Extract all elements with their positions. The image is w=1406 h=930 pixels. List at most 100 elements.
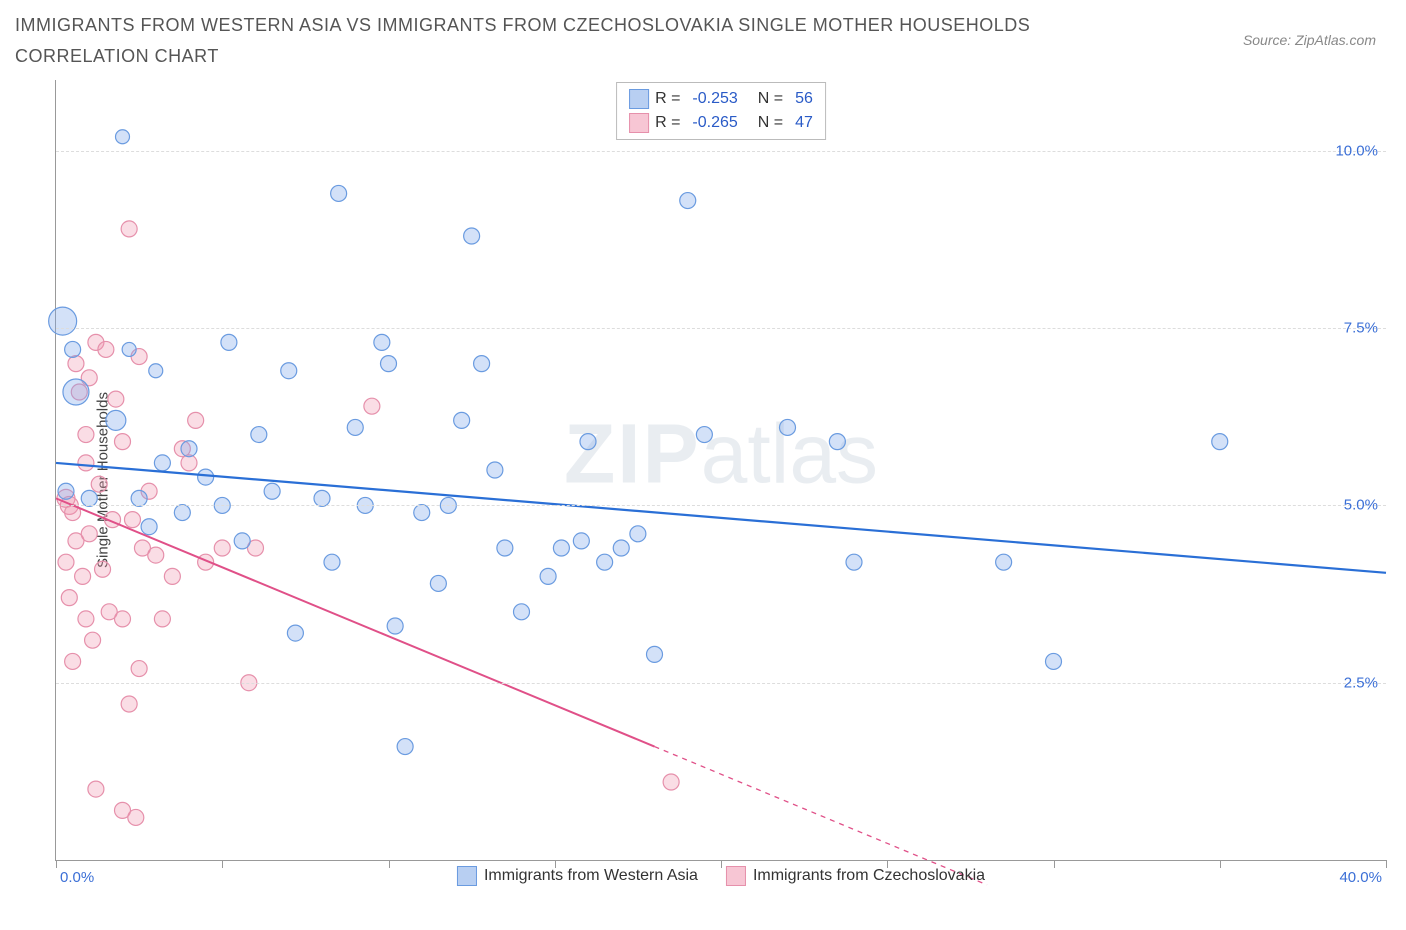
data-point — [996, 554, 1012, 570]
data-point — [116, 130, 130, 144]
data-point — [128, 809, 144, 825]
chart-container: Single Mother Households ZIPatlas R = -0… — [55, 80, 1385, 880]
data-point — [65, 653, 81, 669]
data-point — [85, 632, 101, 648]
data-point — [397, 739, 413, 755]
gridline — [56, 683, 1386, 684]
swatch-icon — [726, 866, 746, 886]
gridline — [56, 151, 1386, 152]
plot-area: ZIPatlas R = -0.253 N = 56 R = -0.265 N … — [55, 80, 1386, 861]
data-point — [121, 696, 137, 712]
legend-item: Immigrants from Western Asia — [457, 866, 698, 886]
data-point — [846, 554, 862, 570]
scatter-svg — [56, 80, 1386, 860]
data-point — [314, 490, 330, 506]
data-point — [364, 398, 380, 414]
data-point — [61, 590, 77, 606]
data-point — [198, 469, 214, 485]
data-point — [68, 356, 84, 372]
data-point — [78, 611, 94, 627]
stat-label: N = — [758, 87, 783, 111]
data-point — [75, 568, 91, 584]
data-point — [474, 356, 490, 372]
data-point — [663, 774, 679, 790]
data-point — [497, 540, 513, 556]
data-point — [95, 561, 111, 577]
y-tick-label: 7.5% — [1344, 320, 1378, 337]
data-point — [148, 547, 164, 563]
data-point — [630, 526, 646, 542]
data-point — [347, 419, 363, 435]
stat-n-value: 47 — [795, 111, 813, 135]
stat-r-value: -0.265 — [692, 111, 737, 135]
data-point — [115, 611, 131, 627]
data-point — [98, 341, 114, 357]
trend-line-extrapolated — [655, 747, 988, 885]
gridline — [56, 505, 1386, 506]
data-point — [214, 540, 230, 556]
data-point — [573, 533, 589, 549]
data-point — [540, 568, 556, 584]
data-point — [234, 533, 250, 549]
data-point — [122, 342, 136, 356]
data-point — [108, 391, 124, 407]
data-point — [78, 427, 94, 443]
data-point — [264, 483, 280, 499]
data-point — [430, 575, 446, 591]
data-point — [124, 512, 140, 528]
legend-stats: R = -0.253 N = 56 R = -0.265 N = 47 — [616, 82, 826, 140]
data-point — [324, 554, 340, 570]
data-point — [154, 455, 170, 471]
legend-bottom: Immigrants from Western Asia Immigrants … — [457, 866, 985, 886]
data-point — [81, 490, 97, 506]
data-point — [381, 356, 397, 372]
data-point — [829, 434, 845, 450]
stat-label: R = — [655, 111, 680, 135]
data-point — [597, 554, 613, 570]
data-point — [121, 221, 137, 237]
trend-line — [56, 498, 655, 746]
y-tick-label: 2.5% — [1344, 674, 1378, 691]
y-tick-label: 10.0% — [1335, 142, 1378, 159]
data-point — [188, 412, 204, 428]
legend-item: Immigrants from Czechoslovakia — [726, 866, 985, 886]
data-point — [141, 519, 157, 535]
swatch-icon — [629, 89, 649, 109]
swatch-icon — [629, 113, 649, 133]
data-point — [454, 412, 470, 428]
data-point — [613, 540, 629, 556]
data-point — [65, 341, 81, 357]
data-point — [106, 410, 126, 430]
data-point — [63, 379, 89, 405]
data-point — [81, 526, 97, 542]
data-point — [553, 540, 569, 556]
data-point — [287, 625, 303, 641]
data-point — [164, 568, 180, 584]
data-point — [78, 455, 94, 471]
x-tick — [56, 860, 57, 868]
swatch-icon — [457, 866, 477, 886]
data-point — [1046, 653, 1062, 669]
data-point — [154, 611, 170, 627]
data-point — [181, 441, 197, 457]
data-point — [131, 490, 147, 506]
legend-stats-row: R = -0.253 N = 56 — [629, 87, 813, 111]
data-point — [58, 554, 74, 570]
data-point — [387, 618, 403, 634]
y-tick-label: 5.0% — [1344, 497, 1378, 514]
legend-stats-row: R = -0.265 N = 47 — [629, 111, 813, 135]
stat-label: R = — [655, 87, 680, 111]
data-point — [487, 462, 503, 478]
data-point — [49, 307, 77, 335]
x-tick — [1220, 860, 1221, 868]
x-tick — [887, 860, 888, 868]
stat-label: N = — [758, 111, 783, 135]
x-tick — [721, 860, 722, 868]
x-axis-min-label: 0.0% — [60, 869, 94, 886]
data-point — [221, 334, 237, 350]
data-point — [780, 419, 796, 435]
data-point — [91, 476, 107, 492]
data-point — [414, 505, 430, 521]
data-point — [251, 427, 267, 443]
x-axis-max-label: 40.0% — [1339, 869, 1382, 886]
